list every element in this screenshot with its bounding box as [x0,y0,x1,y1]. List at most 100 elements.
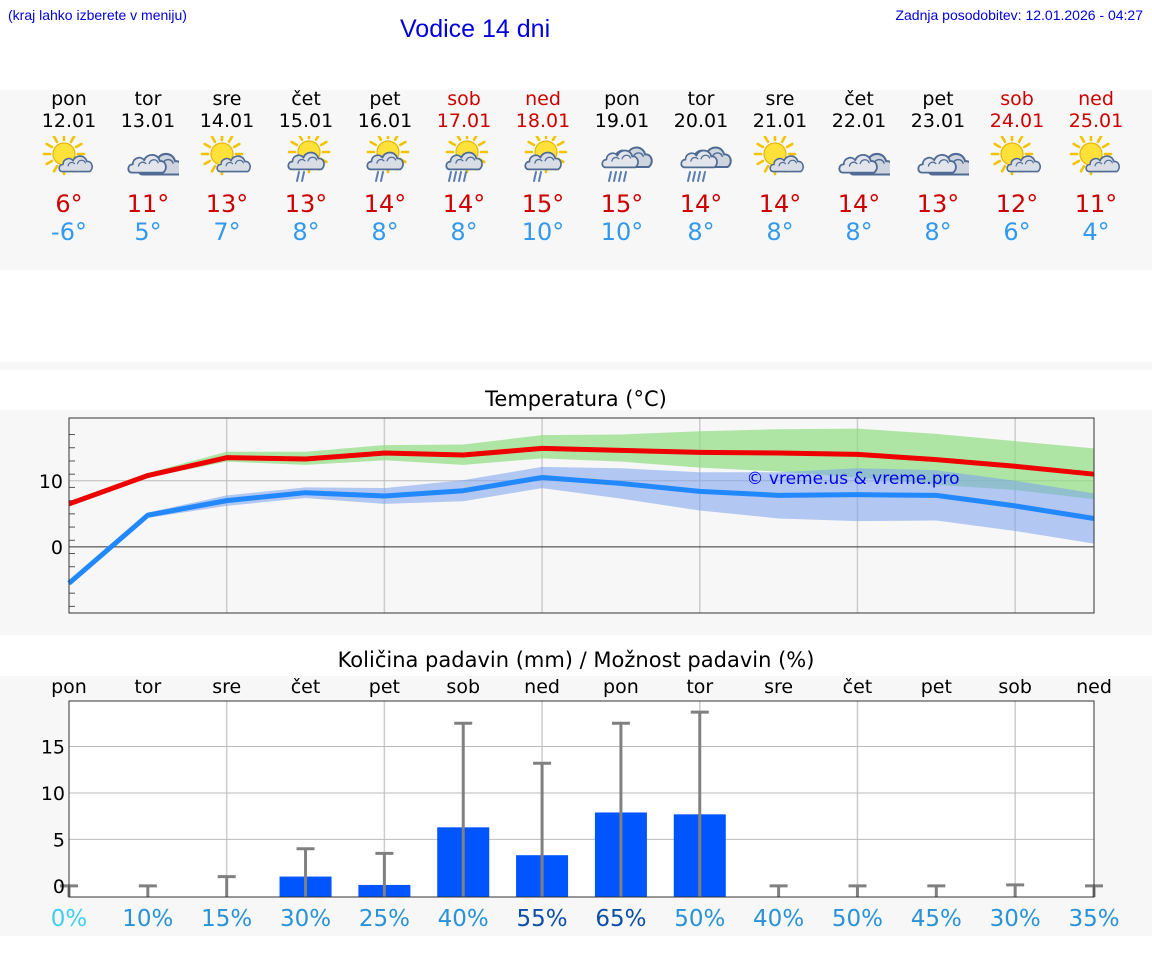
min-temperature: 8° [766,218,794,246]
cloudy-icon [109,136,188,188]
precipitation-chart-title: Količina padavin (mm) / Možnost padavin … [337,648,815,672]
cloudy-icon [899,136,978,188]
day-column: sob 17.01 14° 8° [425,88,504,246]
day-name: tor [687,88,715,110]
cloudy-icon [820,136,899,188]
day-date: 23.01 [910,110,966,132]
precipitation-probability: 50% [832,906,883,932]
day-name: pon [604,88,640,110]
day-column: tor 13.01 11° 5° [109,88,188,246]
precipitation-probability: 40% [753,906,804,932]
precip-day-label: pet [921,676,952,698]
sun-cloud-rain-icon [425,130,504,188]
day-column: čet 15.01 13° 8° [267,88,346,246]
precip-day-label: ned [1076,676,1112,698]
min-temperature: 8° [687,218,715,246]
precipitation-probability: 45% [911,906,962,932]
day-column: pet 16.01 14° 8° [346,88,425,246]
last-updated: Zadnja posodobitev: 12.01.2026 - 04:27 [895,7,1143,23]
max-temperature: 13° [205,190,249,218]
precipitation-plot-area [69,701,1094,897]
min-temperature: 5° [134,218,162,246]
precip-day-label: tor [134,676,161,698]
day-column: čet 22.01 14° 8° [820,88,899,246]
day-date: 25.01 [1068,110,1124,132]
precipitation-probability: 0% [51,906,88,932]
sun-cloud-icon [1057,132,1136,188]
max-temperature: 15° [600,190,644,218]
precip-day-label: sre [764,676,793,698]
precip-day-label: pon [603,676,639,698]
max-temperature: 11° [126,190,170,218]
day-name: tor [134,88,162,110]
day-name: ned [525,88,561,110]
day-date: 19.01 [594,110,650,132]
max-temperature: 14° [758,190,802,218]
min-temperature: 8° [450,218,478,246]
precip-day-label: pon [51,676,87,698]
precip-day-label: sob [998,676,1032,698]
min-temperature: 10° [600,218,644,246]
min-temperature: -6° [51,218,87,246]
sun-cloud-light-rain-icon [346,130,425,188]
precipitation-probability: 30% [280,906,331,932]
precipitation-probability: 10% [122,906,173,932]
precipitation-probability: 15% [201,906,252,932]
day-date: 17.01 [436,110,492,132]
precipitation-tick-label: 15 [41,737,65,759]
sun-cloud-light-rain-icon [267,130,346,188]
temperature-chart-title: Temperatura (°C) [485,387,667,411]
day-column: sre 21.01 14° 8° [741,88,820,246]
day-column: tor 20.01 14° 8° [662,88,741,246]
day-name: čet [291,88,321,110]
min-temperature: 7° [213,218,241,246]
precip-day-label: čet [843,676,873,698]
max-temperature-line [68,445,1095,507]
max-temperature-range-band [69,428,1094,507]
day-column: sre 14.01 13° 7° [188,88,267,246]
precipitation-probability: 35% [1068,906,1119,932]
max-temperature: 14° [363,190,407,218]
day-name: pet [922,88,954,110]
precip-day-label: sob [446,676,480,698]
day-date: 22.01 [831,110,887,132]
page-title: Vodice 14 dni [400,15,551,43]
max-temperature: 14° [442,190,486,218]
day-name: sob [447,88,481,110]
precipitation-probability: 25% [359,906,410,932]
precip-day-label: tor [686,676,713,698]
precip-day-label: pet [369,676,400,698]
max-temperature: 6° [55,190,83,218]
day-column: pon 19.01 15° 10° [583,88,662,246]
day-column: pet 23.01 13° 8° [899,88,978,246]
sun-cloud-icon [741,132,820,188]
day-date: 18.01 [515,110,571,132]
day-date: 21.01 [752,110,808,132]
day-name: čet [844,88,874,110]
min-temperature: 6° [1003,218,1031,246]
cloud-rain-icon [583,136,662,188]
day-date: 13.01 [120,110,176,132]
temperature-tick-label: 10 [39,471,63,493]
min-temperature: 8° [924,218,952,246]
max-temperature: 15° [521,190,565,218]
day-column: pon 12.01 6° -6° [30,88,109,246]
day-column: sob 24.01 12° 6° [978,88,1057,246]
precipitation-probability: 30% [990,906,1041,932]
max-temperature: 13° [284,190,328,218]
precipitation-tick-label: 5 [53,829,65,851]
day-date: 15.01 [278,110,334,132]
min-temperature: 4° [1082,218,1110,246]
sun-cloud-light-rain-icon [504,130,583,188]
min-temperature: 8° [845,218,873,246]
day-date: 24.01 [989,110,1045,132]
min-temperature: 8° [371,218,399,246]
day-name: sre [212,88,242,110]
temperature-tick-label: 0 [51,537,63,559]
min-temperature-line [67,474,1095,586]
day-name: pet [369,88,401,110]
min-temperature: 10° [521,218,565,246]
precipitation-tick-label: 0 [53,876,65,898]
max-temperature: 11° [1074,190,1118,218]
separator-band [0,362,1152,370]
